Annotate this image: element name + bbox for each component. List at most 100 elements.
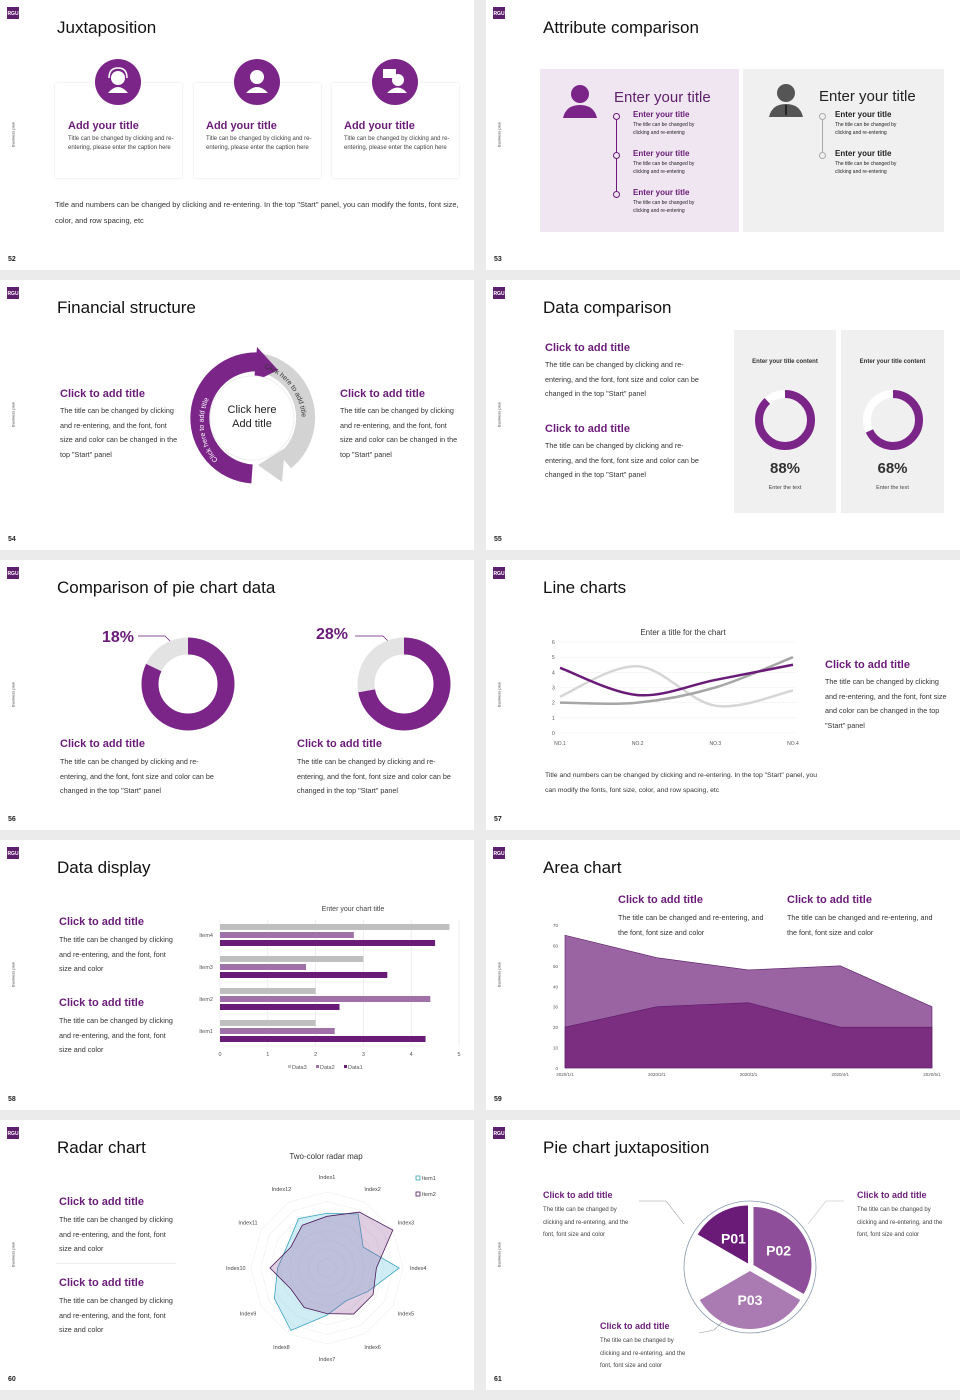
legend-label[interactable]: Data3 — [292, 1065, 307, 1071]
slide-58[interactable]: RGU Business plan Data display Click to … — [0, 840, 474, 1110]
slide-61[interactable]: RGU Business plan Pie chart juxtapositio… — [486, 1120, 960, 1390]
stat-caption[interactable]: Enter the text — [768, 485, 802, 491]
y-tick-label[interactable]: 3 — [552, 686, 555, 692]
right-title[interactable]: Click to add title — [825, 659, 910, 671]
timeline-item[interactable]: Enter your title The title can be changed… — [613, 188, 694, 214]
item-text[interactable]: The title can be changed by clicking and… — [633, 122, 695, 136]
item-text[interactable]: The title can be changed by clicking and… — [835, 161, 897, 175]
left-title[interactable]: Click to add title — [60, 388, 145, 400]
right-title[interactable]: Click to add title — [340, 388, 425, 400]
block-text[interactable]: The title can be changed by clicking and… — [59, 1215, 173, 1253]
card-text[interactable]: Title can be changed by clicking and re-… — [68, 136, 174, 151]
y-tick-label[interactable]: 2 — [552, 701, 555, 707]
pie-label[interactable]: 28% — [316, 626, 349, 643]
block-text[interactable]: The title can be changed by clicking and… — [59, 935, 173, 973]
slide-title[interactable]: Juxtaposition — [57, 18, 157, 37]
x-tick-label[interactable]: NO.1 — [554, 741, 566, 747]
center-line-1[interactable]: Click here — [228, 404, 277, 416]
pie-label[interactable]: 18% — [102, 629, 135, 646]
timeline-item[interactable]: Enter your title The title can be changed… — [819, 149, 896, 175]
block-text[interactable]: The title can be changed by clicking and… — [543, 1207, 629, 1238]
card-title[interactable]: Add your title — [68, 120, 139, 132]
item-title[interactable]: Enter your title — [633, 149, 690, 158]
timeline-item[interactable]: Enter your title The title can be changed… — [819, 110, 896, 136]
right-text[interactable]: The title can be changed by clicking and… — [340, 406, 458, 459]
slide-54[interactable]: RGU Business plan Financial structure Cl… — [0, 280, 474, 550]
y-tick-label[interactable]: 1 — [552, 716, 555, 722]
slide-title[interactable]: Data display — [57, 858, 151, 877]
y-tick-label[interactable]: 70 — [553, 923, 559, 928]
y-tick-label[interactable]: 40 — [553, 984, 559, 989]
x-tick-label[interactable]: 0 — [218, 1052, 221, 1058]
timeline-item[interactable]: Enter your title The title can be changed… — [613, 149, 694, 175]
legend-label[interactable]: Data1 — [348, 1065, 363, 1071]
slide-title[interactable]: Data comparison — [543, 298, 672, 317]
x-tick-label[interactable]: NO.4 — [787, 741, 799, 747]
x-tick-label[interactable]: 4 — [410, 1052, 413, 1058]
block-title[interactable]: Click to add title — [297, 738, 382, 750]
y-tick-label[interactable]: 5 — [552, 655, 555, 661]
slide-55[interactable]: RGU Business plan Data comparison Click … — [486, 280, 960, 550]
stat-value[interactable]: 68% — [877, 460, 908, 477]
y-tick-label[interactable]: 4 — [552, 670, 555, 676]
footer-text[interactable]: Title and numbers can be changed by clic… — [545, 772, 818, 794]
y-tick-label[interactable]: 30 — [553, 1005, 559, 1010]
axis-label[interactable]: Index2 — [364, 1187, 381, 1193]
slide-title[interactable]: Area chart — [543, 858, 622, 877]
block-text[interactable]: The title can be changed by clicking and… — [600, 1338, 686, 1369]
x-tick-label[interactable]: 2020/4/1 — [831, 1072, 849, 1077]
panel-right[interactable]: Enter your title Enter your title The tit… — [743, 69, 944, 232]
stat-card[interactable]: Enter your title content 88% Enter the t… — [734, 330, 836, 513]
block-title[interactable]: Click to add title — [59, 916, 144, 928]
slide-title[interactable]: Financial structure — [57, 298, 196, 317]
x-tick-label[interactable]: 3 — [362, 1052, 365, 1058]
block-title[interactable]: Click to add title — [545, 342, 630, 354]
card[interactable]: Add your title Title can be changed by c… — [194, 59, 321, 178]
y-tick-label[interactable]: Item1 — [199, 1029, 213, 1035]
axis-label[interactable]: Index1 — [319, 1175, 336, 1181]
card-text[interactable]: Title can be changed by clicking and re-… — [206, 136, 312, 151]
block-title[interactable]: Click to add title — [545, 423, 630, 435]
axis-label[interactable]: Index9 — [240, 1312, 257, 1318]
x-tick-label[interactable]: 2020/2/1 — [648, 1072, 666, 1077]
item-title[interactable]: Enter your title — [835, 149, 892, 158]
block-title[interactable]: Click to add title — [600, 1321, 670, 1331]
left-text[interactable]: The title can be changed by clicking and… — [60, 406, 178, 459]
footer-text[interactable]: Title and numbers can be changed by clic… — [55, 200, 459, 225]
y-tick-label[interactable]: 6 — [552, 640, 555, 646]
x-tick-label[interactable]: NO.3 — [709, 741, 721, 747]
slide-52[interactable]: RGU Business plan Juxtaposition Add your… — [0, 0, 474, 270]
block-title[interactable]: Click to add title — [618, 894, 703, 906]
slice-label[interactable]: P03 — [738, 1292, 763, 1308]
stat-heading[interactable]: Enter your title content — [859, 359, 926, 365]
x-tick-label[interactable]: 2020/3/1 — [740, 1072, 758, 1077]
card-text[interactable]: Title can be changed by clicking and re-… — [344, 136, 450, 151]
block-title[interactable]: Click to add title — [59, 1277, 144, 1289]
x-tick-label[interactable]: 2020/5/1 — [923, 1072, 941, 1077]
chart-title[interactable]: Enter a title for the chart — [640, 628, 726, 637]
axis-label[interactable]: Index7 — [319, 1357, 336, 1363]
axis-label[interactable]: Index5 — [398, 1312, 415, 1318]
stat-heading[interactable]: Enter your title content — [752, 359, 818, 365]
slide-59[interactable]: RGU Business plan Area chart 0 10 20 30 40 50… — [486, 840, 960, 1110]
chart-title[interactable]: Enter your chart title — [322, 906, 385, 913]
axis-label[interactable]: Index4 — [410, 1266, 427, 1272]
x-tick-label[interactable]: 5 — [457, 1052, 460, 1058]
block-text[interactable]: The title can be changed and re-entering… — [618, 913, 764, 937]
x-tick-label[interactable]: 2 — [314, 1052, 317, 1058]
y-tick-label[interactable]: Item3 — [199, 965, 213, 971]
panel-heading[interactable]: Enter your title — [614, 89, 711, 106]
block-text[interactable]: The title can be changed by clicking and… — [59, 1016, 173, 1054]
timeline-item[interactable]: Enter your title The title can be changed… — [613, 110, 694, 136]
axis-label[interactable]: Index11 — [238, 1220, 257, 1226]
y-tick-label[interactable]: 0 — [555, 1066, 558, 1071]
axis-label[interactable]: Index10 — [226, 1266, 246, 1272]
item-text[interactable]: The title can be changed by clicking and… — [633, 161, 695, 175]
item-title[interactable]: Enter your title — [835, 110, 892, 119]
axis-label[interactable]: Index8 — [273, 1345, 290, 1351]
slide-title[interactable]: Comparison of pie chart data — [57, 578, 276, 597]
slide-title[interactable]: Attribute comparison — [543, 18, 699, 37]
block-title[interactable]: Click to add title — [60, 738, 145, 750]
legend-label[interactable]: Data2 — [320, 1065, 335, 1071]
block-title[interactable]: Click to add title — [59, 1196, 144, 1208]
